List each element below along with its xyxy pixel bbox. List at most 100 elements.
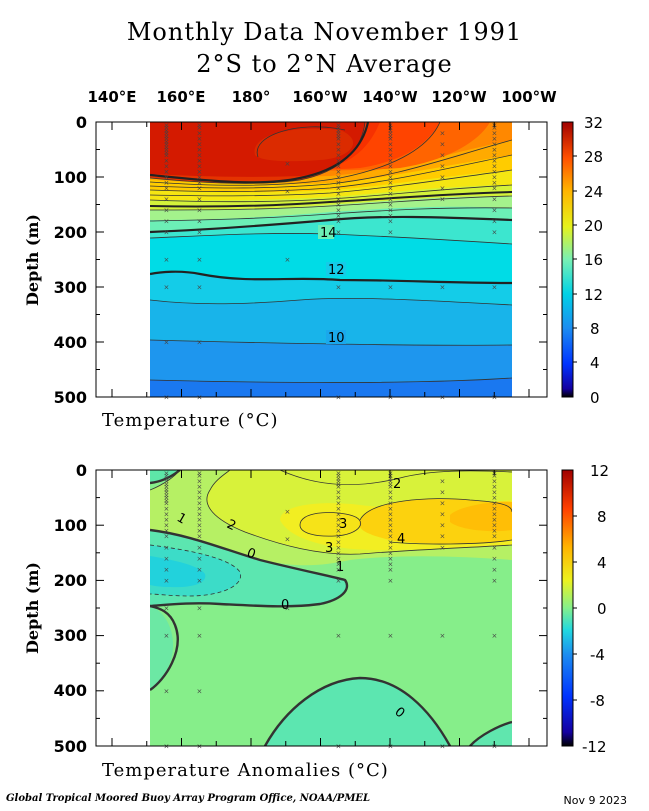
lon-label-140w: 140°W — [362, 88, 418, 106]
cb-temp-12: 12 — [584, 286, 603, 304]
sample-marker: × — [336, 538, 342, 546]
sample-marker: × — [492, 511, 498, 519]
anomaly-panel-label: Temperature Anomalies (°C) — [102, 760, 389, 781]
sample-marker: × — [388, 218, 394, 226]
contour-label-14: 14 — [320, 226, 337, 241]
sample-marker: × — [388, 132, 394, 140]
sample-marker: × — [492, 494, 498, 502]
sample-marker: × — [336, 472, 342, 480]
sample-marker: × — [388, 229, 394, 237]
sample-marker: × — [388, 538, 394, 546]
sample-marker: × — [336, 555, 342, 563]
sample-marker: × — [164, 152, 170, 160]
anom-depth-tick-500: 500 — [54, 737, 87, 756]
sample-marker: × — [492, 218, 498, 226]
sample-marker: × — [197, 505, 203, 513]
sample-marker: × — [164, 632, 170, 640]
sample-marker: × — [388, 207, 394, 215]
sample-marker: × — [440, 522, 446, 530]
sample-marker: × — [336, 522, 342, 530]
sample-marker: × — [336, 146, 342, 154]
depth-tick-300: 300 — [54, 278, 87, 297]
sample-marker: × — [164, 168, 170, 176]
sample-marker: × — [285, 256, 291, 264]
sample-marker: × — [492, 124, 498, 132]
sample-marker: × — [164, 127, 170, 135]
sample-marker: × — [285, 605, 291, 613]
temperature-contour-labels: 14 12 10 — [318, 225, 346, 346]
sample-marker: × — [388, 500, 394, 508]
sample-marker: × — [164, 469, 170, 477]
anomaly-panel: 2 1 2 3 3 4 0 1 0 0 ××××××××××××××××××××… — [23, 461, 609, 756]
anomaly-contours — [150, 470, 512, 597]
anomaly-field — [150, 470, 512, 746]
sample-marker: × — [440, 196, 446, 204]
sample-marker: × — [336, 533, 342, 541]
anomaly-label-0-mid: 0 — [281, 598, 289, 613]
sample-marker: × — [336, 207, 342, 215]
sample-marker: × — [197, 489, 203, 497]
anom-depth-tick-100: 100 — [54, 516, 87, 535]
sample-marker: × — [492, 533, 498, 541]
anomaly-colorbar-ticks — [573, 515, 577, 701]
sample-marker: × — [388, 141, 394, 149]
sample-marker: × — [336, 229, 342, 237]
sample-marker: × — [336, 560, 342, 568]
sample-marker: × — [492, 516, 498, 524]
sample-marker: × — [336, 121, 342, 129]
sample-marker: × — [336, 527, 342, 535]
sample-marker: × — [492, 472, 498, 480]
lon-label-160w: 160°W — [292, 88, 348, 106]
sample-marker: × — [197, 141, 203, 149]
sample-marker: × — [336, 516, 342, 524]
sample-marker: × — [492, 522, 498, 530]
sample-marker: × — [492, 196, 498, 204]
depth-tick-100: 100 — [54, 168, 87, 187]
anomaly-label-3-upper: 3 — [339, 517, 347, 532]
sample-marker: × — [492, 527, 498, 535]
sample-marker: × — [440, 489, 446, 497]
sample-marker: × — [285, 160, 291, 168]
sample-marker: × — [336, 212, 342, 220]
sample-marker: × — [164, 478, 170, 486]
anomaly-label-3-lower: 3 — [325, 541, 333, 556]
sample-marker: × — [164, 207, 170, 215]
sample-marker: × — [197, 124, 203, 132]
sample-marker: × — [197, 196, 203, 204]
sample-marker: × — [197, 555, 203, 563]
sample-marker: × — [492, 632, 498, 640]
sample-marker: × — [164, 163, 170, 171]
sample-marker: × — [388, 130, 394, 138]
sample-marker: × — [164, 566, 170, 574]
sample-marker: × — [336, 549, 342, 557]
sample-marker: × — [197, 527, 203, 535]
sample-marker: × — [164, 141, 170, 149]
sample-marker: × — [164, 138, 170, 146]
sample-marker: × — [336, 284, 342, 292]
sample-marker: × — [336, 174, 342, 182]
sample-marker: × — [388, 475, 394, 483]
sample-marker: × — [285, 187, 291, 195]
anom-depth-tick-400: 400 — [54, 681, 87, 700]
chart-title-line2: 2°S to 2°N Average — [196, 50, 453, 78]
temperature-depth-tick-labels: 0 100 200 300 400 500 — [54, 113, 87, 407]
sample-marker: × — [197, 577, 203, 585]
sample-marker: × — [197, 218, 203, 226]
sample-marker: × — [336, 124, 342, 132]
lon-label-120w: 120°W — [431, 88, 487, 106]
sample-marker: × — [197, 135, 203, 143]
sample-marker: × — [197, 605, 203, 613]
anom-depth-tick-300: 300 — [54, 626, 87, 645]
cb-temp-16: 16 — [584, 251, 603, 269]
sample-marker: × — [197, 284, 203, 292]
sample-marker: × — [197, 339, 203, 347]
sample-marker: × — [440, 130, 446, 138]
sample-marker: × — [336, 127, 342, 135]
sample-marker: × — [164, 494, 170, 502]
sample-marker: × — [388, 284, 394, 292]
sample-marker: × — [388, 577, 394, 585]
anomaly-label-4: 4 — [397, 532, 405, 547]
sample-marker: × — [440, 185, 446, 193]
sample-marker: × — [164, 491, 170, 499]
sample-marker: × — [164, 196, 170, 204]
